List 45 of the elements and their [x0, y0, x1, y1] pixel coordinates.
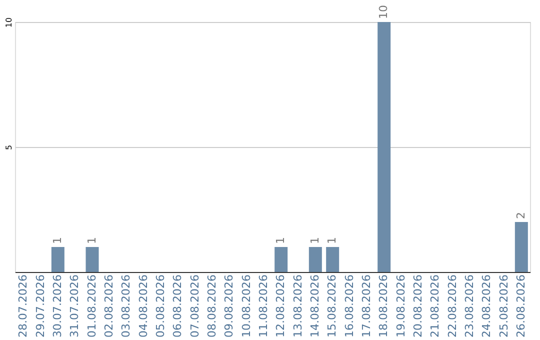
x-tick-label: 23.08.2026	[462, 274, 476, 338]
x-tick-label: 17.08.2026	[360, 274, 373, 338]
x-tick-label: 25.08.2026	[497, 274, 510, 338]
bar	[274, 247, 288, 272]
x-tick-label: 15.08.2026	[326, 274, 339, 338]
bar	[326, 247, 340, 272]
x-tick-label: 13.08.2026	[291, 274, 304, 338]
x-tick-label: 11.08.2026	[256, 274, 270, 338]
x-tick-label: 31.07.2026	[68, 274, 82, 338]
data-label: 1	[85, 237, 98, 244]
bar	[514, 222, 528, 272]
data-label: 1	[50, 237, 64, 244]
x-tick-label: 29.07.2026	[34, 274, 47, 338]
x-tick-label: 06.08.2026	[171, 274, 184, 338]
x-tick-label: 28.07.2026	[16, 274, 30, 338]
x-tick-label: 03.08.2026	[120, 274, 133, 338]
y-tick-label: 5	[4, 144, 14, 150]
x-tick-label: 14.08.2026	[308, 274, 322, 338]
x-tick-label: 20.08.2026	[411, 274, 424, 338]
x-tick-label: 10.08.2026	[240, 274, 253, 338]
x-tick-label: 08.08.2026	[205, 274, 218, 338]
x-tick-label: 19.08.2026	[394, 274, 408, 338]
bar	[51, 247, 64, 272]
data-label: 1	[274, 237, 288, 244]
data-label: 1	[326, 237, 339, 244]
x-tick-label: 02.08.2026	[102, 274, 116, 338]
x-tick-label: 22.08.2026	[446, 274, 459, 338]
x-tick-label: 07.08.2026	[188, 274, 202, 338]
x-tick-label: 04.08.2026	[136, 274, 150, 338]
x-tick-label: 16.08.2026	[342, 274, 356, 338]
x-tick-label: 05.08.2026	[154, 274, 167, 338]
x-tick-label: 12.08.2026	[274, 274, 288, 338]
x-tick-label: 09.08.2026	[222, 274, 236, 338]
bar	[378, 22, 391, 272]
x-tick-label: 18.08.2026	[377, 274, 390, 338]
x-tick-label: 26.08.2026	[514, 274, 528, 338]
data-label: 1	[308, 237, 322, 244]
data-label: 10	[377, 5, 390, 19]
bar	[308, 247, 322, 272]
data-label: 2	[514, 212, 528, 219]
x-tick-label: 01.08.2026	[85, 274, 98, 338]
x-tick-label: 24.08.2026	[480, 274, 494, 338]
bar	[86, 247, 99, 272]
x-tick-label: 21.08.2026	[428, 274, 442, 338]
x-tick-label: 30.07.2026	[50, 274, 64, 338]
